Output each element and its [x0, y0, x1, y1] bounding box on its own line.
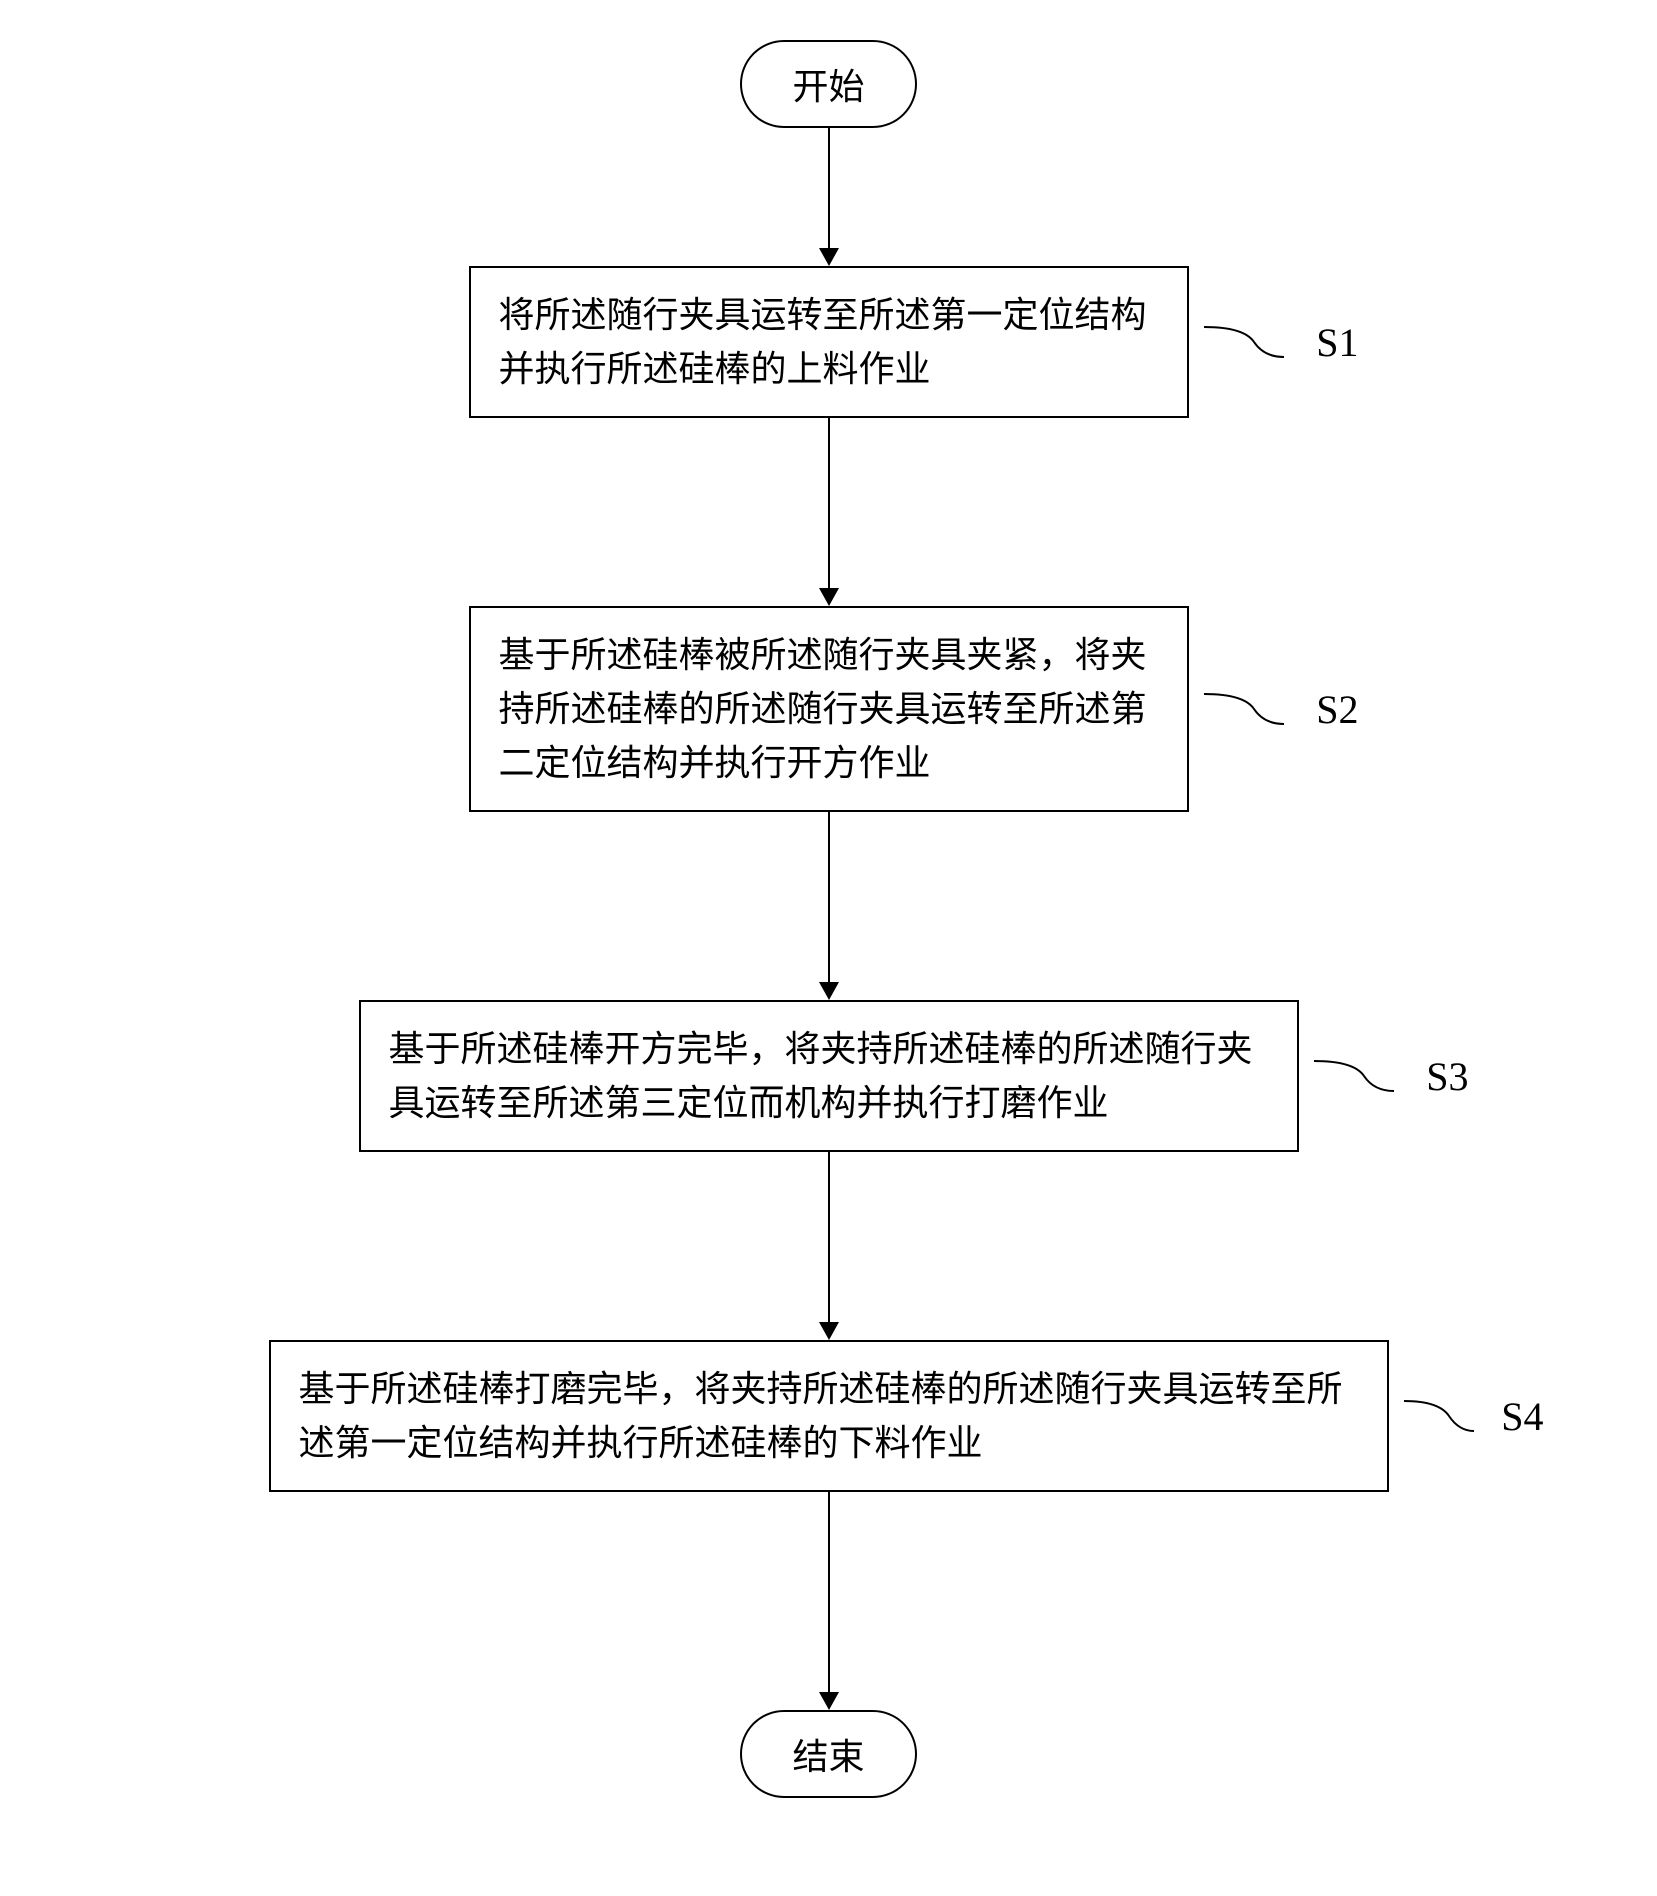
arrow-shaft: [828, 418, 830, 588]
arrow-shaft: [828, 1152, 830, 1322]
step-s3-row: 基于所述硅棒开方完毕，将夹持所述硅棒的所述随行夹具运转至所述第三定位而机构并执行…: [129, 1000, 1529, 1152]
s1-text: 将所述随行夹具运转至所述第一定位结构并执行所述硅棒的上料作业: [499, 295, 1147, 389]
end-text: 结束: [792, 1737, 864, 1777]
arrow-shaft: [828, 128, 830, 248]
s2-text: 基于所述硅棒被所述随行夹具夹紧，将夹持所述硅棒的所述随行夹具运转至所述第二定位结…: [499, 635, 1147, 783]
arrow-shaft: [828, 812, 830, 982]
arrow-head-icon: [819, 248, 839, 266]
s3-label: S3: [1426, 1053, 1468, 1100]
s1-label: S1: [1316, 319, 1358, 366]
arrow-s3-s4: [819, 1152, 839, 1340]
s4-text: 基于所述硅棒打磨完毕，将夹持所述硅棒的所述随行夹具运转至所述第一定位结构并执行所…: [299, 1369, 1343, 1463]
arrow-s1-s2: [819, 418, 839, 606]
arrow-shaft: [828, 1492, 830, 1692]
step-s2-row: 基于所述硅棒被所述随行夹具夹紧，将夹持所述硅棒的所述随行夹具运转至所述第二定位结…: [129, 606, 1529, 812]
s2-label: S2: [1316, 686, 1358, 733]
arrow-start-s1: [819, 128, 839, 266]
arrow-head-icon: [819, 1692, 839, 1710]
arrow-head-icon: [819, 982, 839, 1000]
s3-text: 基于所述硅棒开方完毕，将夹持所述硅棒的所述随行夹具运转至所述第三定位而机构并执行…: [389, 1029, 1253, 1123]
connector-curve-s4: [1404, 1386, 1474, 1446]
step-s4-row: 基于所述硅棒打磨完毕，将夹持所述硅棒的所述随行夹具运转至所述第一定位结构并执行所…: [129, 1340, 1529, 1492]
arrow-head-icon: [819, 1322, 839, 1340]
arrow-s2-s3: [819, 812, 839, 1000]
start-text: 开始: [792, 67, 864, 107]
start-node: 开始: [740, 40, 916, 128]
step-s1-row: 将所述随行夹具运转至所述第一定位结构并执行所述硅棒的上料作业 S1: [129, 266, 1529, 418]
s4-node: 基于所述硅棒打磨完毕，将夹持所述硅棒的所述随行夹具运转至所述第一定位结构并执行所…: [269, 1340, 1389, 1492]
connector-curve-s3: [1314, 1046, 1394, 1106]
s2-node: 基于所述硅棒被所述随行夹具夹紧，将夹持所述硅棒的所述随行夹具运转至所述第二定位结…: [469, 606, 1189, 812]
s4-label: S4: [1501, 1393, 1543, 1440]
connector-curve-s2: [1204, 679, 1284, 739]
s1-node: 将所述随行夹具运转至所述第一定位结构并执行所述硅棒的上料作业: [469, 266, 1189, 418]
arrow-head-icon: [819, 588, 839, 606]
arrow-s4-end: [819, 1492, 839, 1710]
flowchart-container: 开始 将所述随行夹具运转至所述第一定位结构并执行所述硅棒的上料作业 S1 基于所…: [129, 40, 1529, 1798]
end-node: 结束: [740, 1710, 916, 1798]
connector-curve-s1: [1204, 312, 1284, 372]
s3-node: 基于所述硅棒开方完毕，将夹持所述硅棒的所述随行夹具运转至所述第三定位而机构并执行…: [359, 1000, 1299, 1152]
